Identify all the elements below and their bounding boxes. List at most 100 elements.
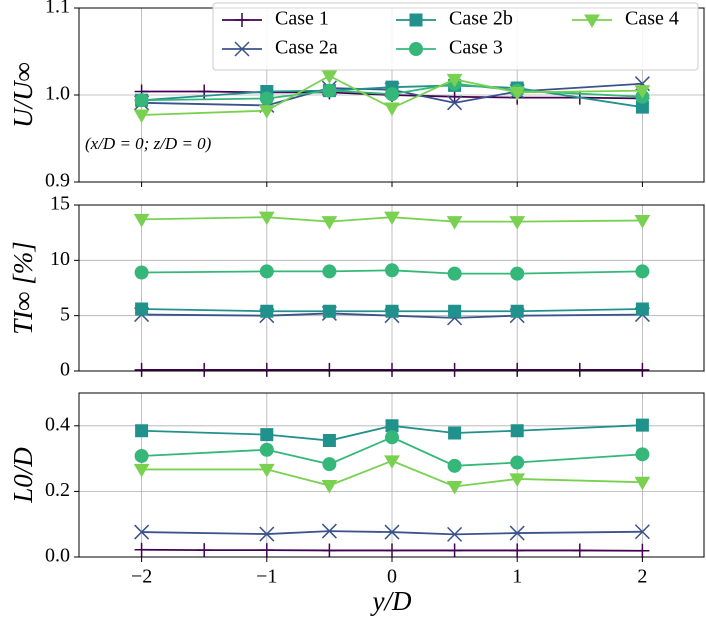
marker xyxy=(447,89,462,104)
marker xyxy=(510,424,524,438)
marker xyxy=(135,424,149,438)
marker xyxy=(197,543,212,558)
marker xyxy=(321,523,337,539)
legend-marker xyxy=(584,14,600,28)
marker xyxy=(259,91,274,106)
x-axis-label: y/D xyxy=(370,586,412,616)
legend-label: Case 1 xyxy=(275,8,329,30)
y-tick-label: 0.2 xyxy=(45,479,70,501)
y-tick-label: 15 xyxy=(50,193,70,215)
marker xyxy=(384,263,400,278)
annotation: (x/D = 0; z/D = 0) xyxy=(85,134,212,153)
marker xyxy=(572,362,587,377)
marker xyxy=(322,457,337,472)
marker xyxy=(384,524,400,540)
marker xyxy=(510,543,525,558)
y-tick-label: 0 xyxy=(60,359,70,381)
marker xyxy=(134,93,149,108)
marker xyxy=(259,526,275,542)
marker xyxy=(133,463,150,478)
marker xyxy=(384,455,400,469)
marker xyxy=(133,109,150,124)
x-tick-label: 2 xyxy=(637,566,647,588)
marker xyxy=(384,211,400,226)
marker xyxy=(635,543,650,558)
marker xyxy=(447,458,462,473)
marker xyxy=(634,524,650,540)
marker xyxy=(448,426,462,440)
marker xyxy=(509,525,525,541)
axes-frame xyxy=(78,204,705,372)
marker xyxy=(634,214,651,229)
x-tick-label: 0 xyxy=(387,566,397,588)
marker xyxy=(259,543,274,558)
marker xyxy=(385,304,399,318)
marker xyxy=(447,526,463,542)
marker xyxy=(259,362,274,377)
marker xyxy=(635,264,650,279)
marker xyxy=(134,265,149,280)
y-tick-label: 0.0 xyxy=(45,545,70,567)
legend-label: Case 2b xyxy=(449,8,513,30)
y-tick-label: 0.4 xyxy=(45,413,70,435)
legend-label: Case 2a xyxy=(275,37,338,59)
marker xyxy=(321,70,338,84)
marker xyxy=(635,418,649,432)
y-axis-label: TI∞ [%] xyxy=(8,241,38,335)
marker xyxy=(446,216,463,230)
marker xyxy=(385,543,399,558)
marker xyxy=(321,479,338,494)
marker xyxy=(322,264,337,279)
marker xyxy=(135,302,149,316)
marker xyxy=(321,216,338,230)
marker xyxy=(384,87,400,102)
marker xyxy=(510,304,524,318)
marker xyxy=(385,419,399,433)
marker xyxy=(447,543,462,558)
legend-marker xyxy=(408,42,424,56)
marker xyxy=(635,447,650,462)
marker xyxy=(134,542,149,557)
marker xyxy=(634,476,651,491)
marker xyxy=(635,302,649,316)
marker xyxy=(510,362,525,377)
marker xyxy=(635,362,650,377)
marker xyxy=(510,266,525,281)
x-tick-label: −1 xyxy=(256,566,277,588)
marker xyxy=(509,216,526,230)
marker xyxy=(260,428,274,442)
marker xyxy=(448,304,462,318)
y-axis-label: U/U∞ xyxy=(8,62,38,128)
y-axis-label: L0/D xyxy=(8,447,38,504)
marker xyxy=(258,463,275,478)
legend-label: Case 3 xyxy=(449,37,503,59)
marker xyxy=(133,213,150,228)
marker xyxy=(322,304,336,318)
marker xyxy=(446,73,463,88)
x-tick-label: −2 xyxy=(131,566,152,588)
marker xyxy=(322,434,336,448)
marker xyxy=(258,211,275,226)
marker xyxy=(446,480,463,495)
marker xyxy=(510,455,525,470)
marker xyxy=(385,362,399,377)
marker xyxy=(322,543,337,558)
y-tick-label: 5 xyxy=(60,303,70,325)
y-tick-label: 0.9 xyxy=(45,170,70,192)
marker xyxy=(197,362,212,377)
legend-marker xyxy=(235,13,249,27)
marker xyxy=(572,543,587,558)
y-tick-label: 1.0 xyxy=(45,83,70,105)
marker xyxy=(259,442,274,457)
axes-frame xyxy=(78,392,705,558)
marker xyxy=(322,83,337,98)
legend-label: Case 4 xyxy=(625,8,679,30)
marker xyxy=(447,95,463,111)
marker xyxy=(134,524,150,540)
y-tick-label: 10 xyxy=(50,248,70,270)
legend-marker xyxy=(234,41,250,57)
marker xyxy=(384,430,400,445)
x-tick-label: 1 xyxy=(512,566,522,588)
marker xyxy=(134,448,149,463)
